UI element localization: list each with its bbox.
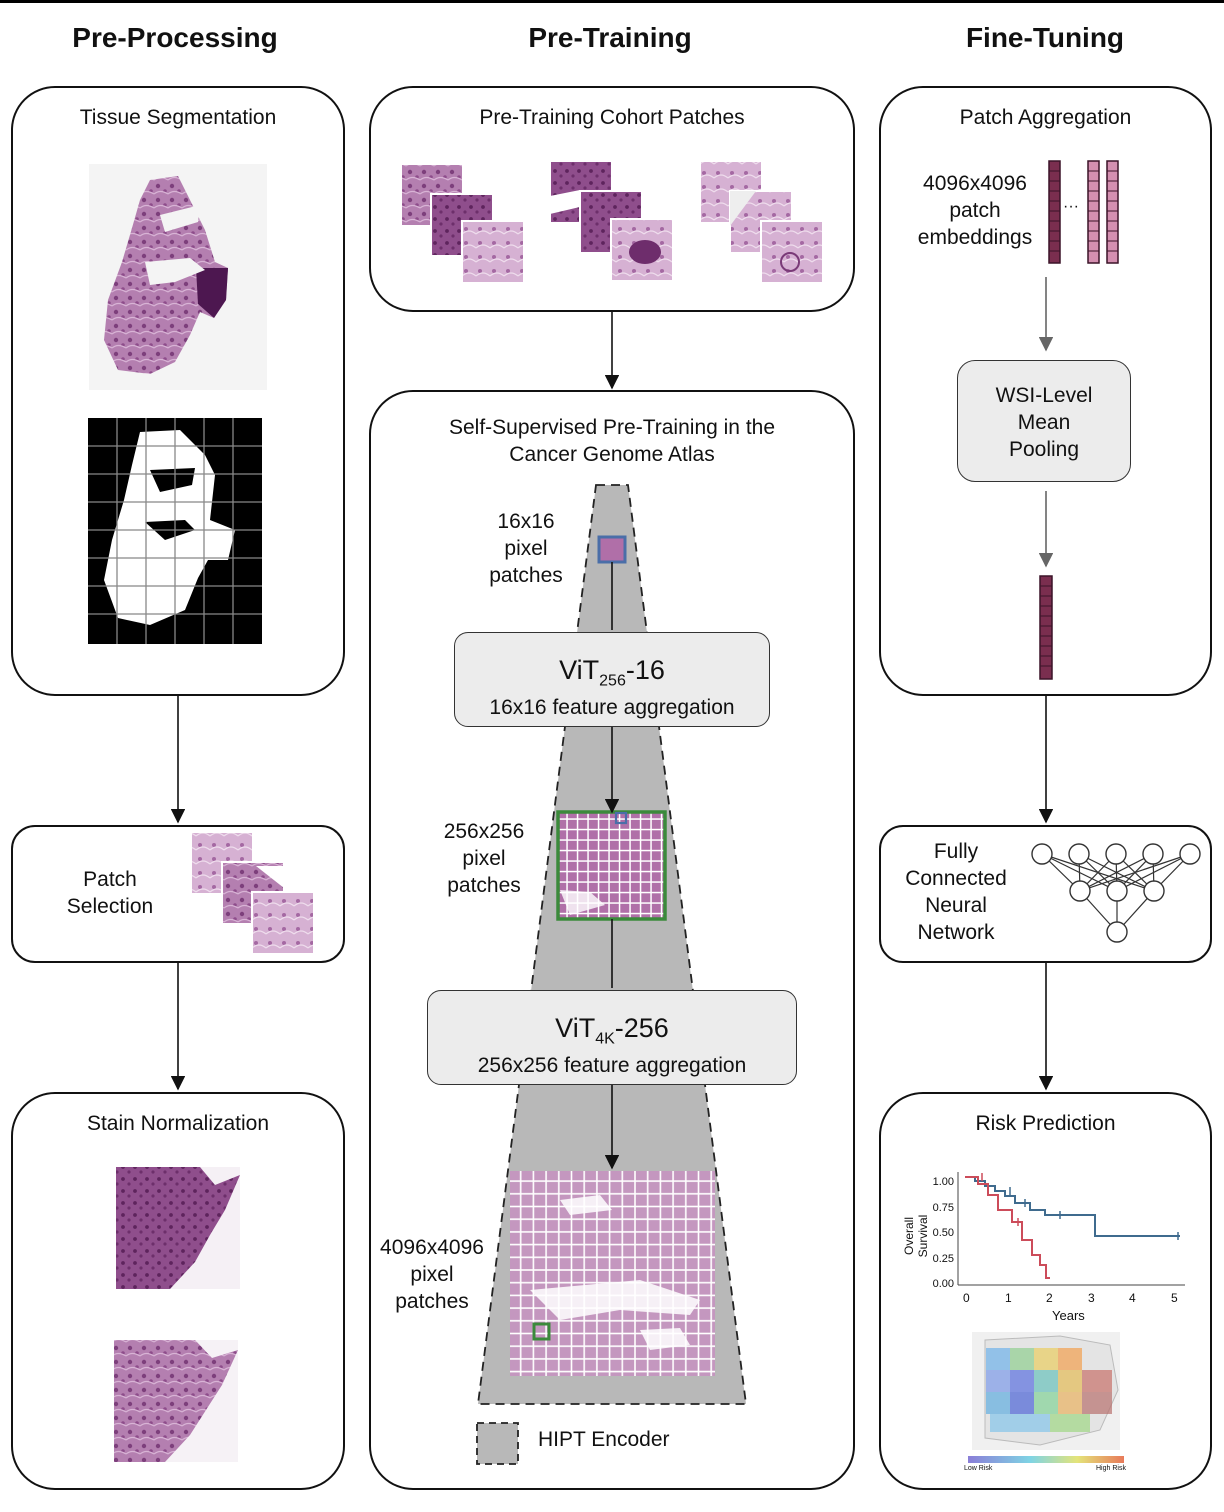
km-xtick: 5 (1171, 1291, 1178, 1305)
km-curve-low-risk (965, 1176, 1180, 1237)
label-256-line2: pixel (462, 847, 506, 870)
label-16-line3: patches (489, 564, 563, 587)
pooling-line2: Mean (1017, 411, 1071, 434)
label-16x16-patches: 16x16 pixel patches (470, 508, 582, 589)
vit256-16-desc: 16x16 feature aggregation (489, 696, 735, 720)
risk-colorbar (968, 1456, 1124, 1463)
fcnn-line3: Neural (925, 894, 987, 917)
tissue-segmentation-title: Tissue Segmentation (79, 106, 277, 129)
embeddings-line2: patch (949, 199, 1001, 222)
patch-aggregation-title: Patch Aggregation (959, 106, 1132, 129)
embeddings-line1: 4096x4096 (923, 172, 1027, 195)
km-xlabel: Years (1052, 1308, 1085, 1323)
risk-prediction-title: Risk Prediction (975, 1112, 1116, 1135)
label-4096x4096-patches: 4096x4096 pixel patches (370, 1234, 494, 1315)
km-xtick: 0 (963, 1291, 970, 1305)
pooling-line1: WSI-Level (995, 384, 1093, 407)
embeddings-line3: embeddings (917, 226, 1033, 249)
embedding-bars (1048, 160, 1119, 264)
embeddings-label: 4096x4096 patch embeddings (908, 170, 1042, 251)
label-4096-line2: pixel (410, 1263, 454, 1286)
label-4096-line3: patches (395, 1290, 469, 1313)
km-ytick: 0.50 (932, 1227, 954, 1239)
km-xtick: 1 (1005, 1291, 1012, 1305)
hipt-legend-label: HIPT Encoder (538, 1428, 670, 1451)
embeddings-ellipsis: ··· (1063, 198, 1079, 215)
fcnn-line4: Network (917, 921, 995, 944)
cohort-patch-stack-3 (699, 160, 824, 284)
fcnn-line2: Connected (905, 867, 1007, 890)
km-curve-high-risk (965, 1176, 1050, 1279)
column-title-preprocessing: Pre-Processing (72, 22, 278, 53)
heatmap-high-label: High Risk (1096, 1465, 1126, 1472)
cohort-patch-stack-2 (549, 160, 674, 282)
km-ytick: 0.00 (932, 1278, 954, 1290)
ssl-title-line2: Cancer Genome Atlas (509, 443, 715, 466)
stain-normalization-title: Stain Normalization (86, 1112, 270, 1135)
vit4k-256-desc: 256x256 feature aggregation (477, 1054, 747, 1078)
vit256-16-box: ViT256-16 16x16 feature aggregation (454, 632, 770, 727)
mask-grid (88, 418, 262, 644)
ssl-title-line1: Self-Supervised Pre-Training in the (448, 416, 776, 439)
blue-mark-256 (614, 811, 628, 825)
column-title-finetuning: Fine-Tuning (965, 22, 1125, 53)
km-ytick: 1.00 (932, 1176, 954, 1188)
fcnn-line1: Fully (933, 840, 979, 863)
cohort-patches-title: Pre-Training Cohort Patches (479, 106, 745, 129)
km-plot (957, 1172, 1185, 1286)
green-mark-4096 (532, 1322, 551, 1341)
vit4k-256-box: ViT4K-256 256x256 feature aggregation (427, 990, 797, 1085)
label-256x256-patches: 256x256 pixel patches (428, 818, 540, 899)
patch-selection-tiles (190, 831, 315, 955)
attention-heatmap (968, 1332, 1124, 1463)
column-title-pretraining: Pre-Training (528, 22, 692, 53)
label-16-line2: pixel (504, 537, 548, 560)
wsi-dark-region (196, 268, 228, 318)
heatmap-low-label: Low Risk (964, 1465, 993, 1472)
label-256-line3: patches (447, 874, 521, 897)
km-xtick: 4 (1129, 1291, 1136, 1305)
label-4096-line1: 4096x4096 (380, 1236, 484, 1259)
hipt-legend-swatch (476, 1422, 519, 1465)
km-xtick: 3 (1088, 1291, 1095, 1305)
pooling-line3: Pooling (1008, 438, 1080, 461)
km-xtick: 2 (1046, 1291, 1053, 1305)
cohort-patch-stack-1 (400, 163, 525, 284)
label-16-line1: 16x16 (497, 510, 555, 533)
patch-16x16 (597, 535, 627, 564)
km-ytick: 0.25 (932, 1252, 954, 1265)
fcnn-label: Fully Connected Neural Network (893, 838, 1019, 946)
label-256-line1: 256x256 (443, 820, 525, 843)
top-rule (0, 0, 1224, 3)
km-ytick: 0.75 (932, 1201, 954, 1214)
patch-selection-label: Patch Selection (66, 868, 154, 918)
ssl-pretraining-title: Self-Supervised Pre-Training in the Canc… (369, 414, 855, 468)
vit4k-256-title: ViT4K-256 (555, 1013, 669, 1048)
km-yticks: 1.00 0.75 0.50 0.25 0.00 (922, 1170, 954, 1298)
pooled-embedding (1039, 575, 1053, 680)
vit256-16-title: ViT256-16 (559, 655, 665, 690)
mean-pooling-box: WSI-Level Mean Pooling (957, 360, 1131, 482)
